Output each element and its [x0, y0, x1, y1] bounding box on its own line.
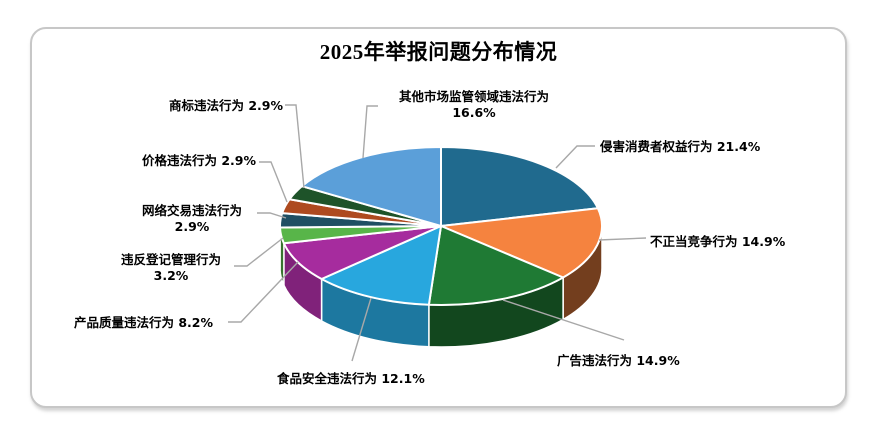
- pie-slice-0: [440, 146, 599, 227]
- slice-label-consumer: 侵害消费者权益行为 21.4%: [600, 139, 761, 154]
- chart-title: 2025年举报问题分布情况: [319, 40, 558, 64]
- pie-slice-2: [427, 225, 565, 306]
- leader-line-other: [362, 105, 378, 159]
- slice-label-other-market-regulation: 其他市场监管领域违法行为 16.6%: [398, 89, 549, 120]
- leader-line-price: [259, 161, 288, 203]
- slice-label-registration: 违反登记管理行为 3.2%: [120, 252, 221, 283]
- leader-line-consumer: [555, 145, 595, 169]
- pie-slice-1: [440, 207, 603, 279]
- slice-label-product-quality: 产品质量违法行为 8.2%: [73, 315, 213, 330]
- slice-label-unfair-competition: 不正当竞争行为 14.9%: [650, 234, 786, 249]
- leader-line-registration: [234, 237, 284, 267]
- leader-line-trademark: [285, 104, 305, 189]
- pie-slices-group: [279, 146, 603, 348]
- leader-line-quality: [228, 261, 299, 323]
- slice-label-online-trading: 网络交易违法行为 2.9%: [141, 203, 242, 234]
- leader-lines-group: [228, 104, 647, 362]
- leader-line-food: [351, 297, 372, 362]
- slice-label-food-safety: 食品安全违法行为 12.1%: [277, 371, 425, 386]
- pie-slice-3: [320, 225, 442, 306]
- leader-line-network: [257, 212, 287, 219]
- slice-label-advertising: 广告违法行为 14.9%: [557, 353, 680, 368]
- pie-slice-9: [300, 146, 442, 227]
- slice-label-price: 价格违法行为 2.9%: [141, 153, 256, 168]
- slice-label-trademark: 商标违法行为 2.9%: [168, 98, 283, 113]
- leader-line-unfair: [598, 237, 647, 241]
- leader-line-ad: [502, 299, 625, 341]
